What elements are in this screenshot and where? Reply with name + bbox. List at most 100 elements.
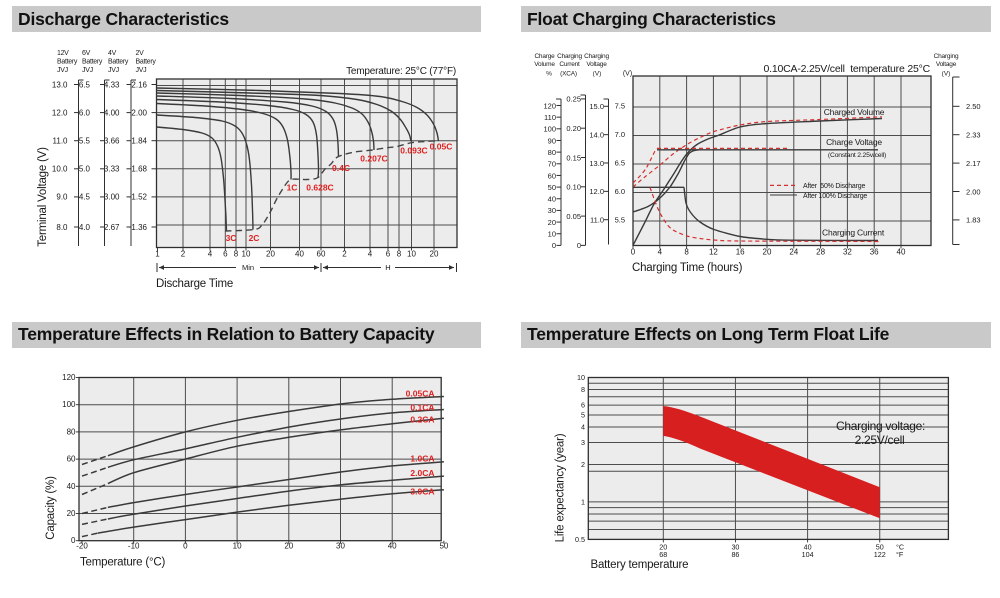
svg-text:After 50% Discharge: After 50% Discharge: [803, 183, 865, 190]
svg-text:90: 90: [548, 136, 556, 145]
svg-text:8: 8: [397, 250, 402, 259]
svg-text:1: 1: [581, 497, 585, 506]
svg-text:3.66: 3.66: [104, 137, 120, 146]
svg-text:(V): (V): [623, 71, 632, 78]
svg-text:5.5: 5.5: [615, 215, 625, 224]
svg-text:15.0: 15.0: [589, 102, 604, 111]
svg-text:Voltage: Voltage: [936, 61, 957, 68]
svg-text:-20: -20: [76, 542, 88, 551]
svg-text:(V): (V): [593, 71, 602, 78]
svg-text:Volume: Volume: [534, 61, 555, 68]
svg-text:2.67: 2.67: [104, 223, 120, 232]
svg-text:Charging Current: Charging Current: [822, 228, 885, 238]
svg-text:12: 12: [709, 248, 718, 257]
svg-text:5.5: 5.5: [79, 137, 91, 146]
svg-text:3C: 3C: [226, 233, 237, 243]
svg-text:120: 120: [62, 373, 76, 382]
svg-text:2.33: 2.33: [966, 131, 981, 140]
svg-text:0.05C: 0.05C: [430, 142, 453, 152]
svg-text:0.25: 0.25: [566, 95, 581, 104]
svg-text:Charged Volume: Charged Volume: [824, 107, 885, 117]
svg-text:(V): (V): [942, 71, 951, 78]
svg-text:5.0: 5.0: [79, 165, 91, 174]
svg-text:1.68: 1.68: [131, 165, 147, 174]
svg-text:JVJ: JVJ: [57, 67, 68, 74]
svg-text:0: 0: [577, 241, 581, 250]
svg-text:6.5: 6.5: [79, 80, 91, 89]
svg-text:10: 10: [242, 250, 251, 259]
svg-text:24: 24: [789, 248, 798, 257]
svg-text:4.33: 4.33: [104, 80, 120, 89]
svg-text:80: 80: [67, 427, 76, 436]
svg-text:Battery: Battery: [57, 59, 78, 66]
svg-text:120: 120: [543, 101, 556, 110]
svg-text:Charge Voltage: Charge Voltage: [826, 137, 882, 147]
svg-text:0.05: 0.05: [566, 212, 581, 221]
svg-text:0.10CA-2.25V/cell temperature: 0.10CA-2.25V/cell temperature 25°C: [764, 63, 931, 75]
svg-text:0: 0: [183, 542, 188, 551]
svg-text:12.0: 12.0: [52, 108, 68, 117]
svg-text:1C: 1C: [287, 183, 298, 193]
svg-text:68: 68: [659, 550, 667, 559]
svg-text:4.0: 4.0: [79, 223, 91, 232]
svg-text:°C: °C: [896, 543, 904, 552]
svg-text:Charging Time (hours): Charging Time (hours): [632, 262, 743, 274]
svg-text:60: 60: [317, 250, 326, 259]
svg-text:(Constant 2.25v/cell): (Constant 2.25v/cell): [828, 152, 886, 159]
svg-text:JVJ: JVJ: [82, 67, 93, 74]
svg-text:1.84: 1.84: [131, 137, 147, 146]
svg-text:110: 110: [544, 113, 556, 122]
svg-text:16: 16: [736, 248, 745, 257]
svg-text:2.0CA: 2.0CA: [410, 468, 434, 478]
svg-text:4V: 4V: [108, 50, 117, 57]
svg-text:8: 8: [581, 385, 585, 394]
svg-text:Capacity (%): Capacity (%): [45, 476, 57, 540]
svg-text:0.1CA: 0.1CA: [410, 403, 434, 413]
svg-text:122: 122: [874, 550, 886, 559]
svg-text:11.0: 11.0: [590, 216, 604, 225]
svg-text:0: 0: [71, 536, 76, 545]
svg-text:50: 50: [439, 542, 448, 551]
svg-text:28: 28: [816, 248, 825, 257]
svg-text:2.50: 2.50: [966, 102, 981, 111]
svg-text:6V: 6V: [82, 50, 91, 57]
svg-text:20: 20: [430, 250, 439, 259]
svg-text:20: 20: [763, 248, 772, 257]
svg-text:0.628C: 0.628C: [306, 183, 333, 193]
svg-text:1.36: 1.36: [131, 223, 147, 232]
svg-text:36: 36: [870, 248, 879, 257]
svg-text:Battery: Battery: [82, 59, 103, 66]
svg-text:30: 30: [336, 542, 345, 551]
svg-text:Voltage: Voltage: [586, 61, 607, 68]
svg-text:80: 80: [548, 148, 556, 157]
svg-text:100: 100: [62, 400, 76, 409]
svg-text:%: %: [546, 71, 552, 78]
svg-text:2.00: 2.00: [966, 187, 981, 196]
svg-text:Charging: Charging: [934, 53, 959, 60]
svg-text:1.0CA: 1.0CA: [410, 454, 434, 464]
svg-text:Battery: Battery: [136, 59, 157, 66]
svg-text:Charge: Charge: [534, 53, 555, 60]
svg-text:(XCA): (XCA): [560, 71, 577, 78]
svg-text:1: 1: [155, 250, 160, 259]
svg-text:6: 6: [581, 401, 585, 410]
svg-text:30: 30: [548, 206, 556, 215]
svg-text:2: 2: [181, 250, 186, 259]
svg-text:14.0: 14.0: [589, 130, 604, 139]
svg-text:20: 20: [266, 250, 275, 259]
svg-text:Charging: Charging: [584, 53, 609, 60]
svg-text:10.0: 10.0: [52, 165, 68, 174]
svg-text:JVJ: JVJ: [136, 67, 147, 74]
svg-text:10: 10: [407, 250, 416, 259]
svg-text:-10: -10: [128, 542, 140, 551]
svg-text:0.10: 0.10: [566, 183, 581, 192]
svg-text:4: 4: [581, 423, 585, 432]
svg-text:2: 2: [342, 250, 347, 259]
svg-text:7.0: 7.0: [615, 130, 625, 139]
svg-text:Terminal Voltage (V): Terminal Voltage (V): [37, 147, 49, 247]
svg-text:0.4C: 0.4C: [332, 163, 350, 173]
svg-text:5: 5: [581, 410, 585, 419]
svg-text:20: 20: [548, 218, 556, 227]
svg-text:60: 60: [548, 171, 556, 180]
svg-text:0.05CA: 0.05CA: [406, 389, 435, 399]
